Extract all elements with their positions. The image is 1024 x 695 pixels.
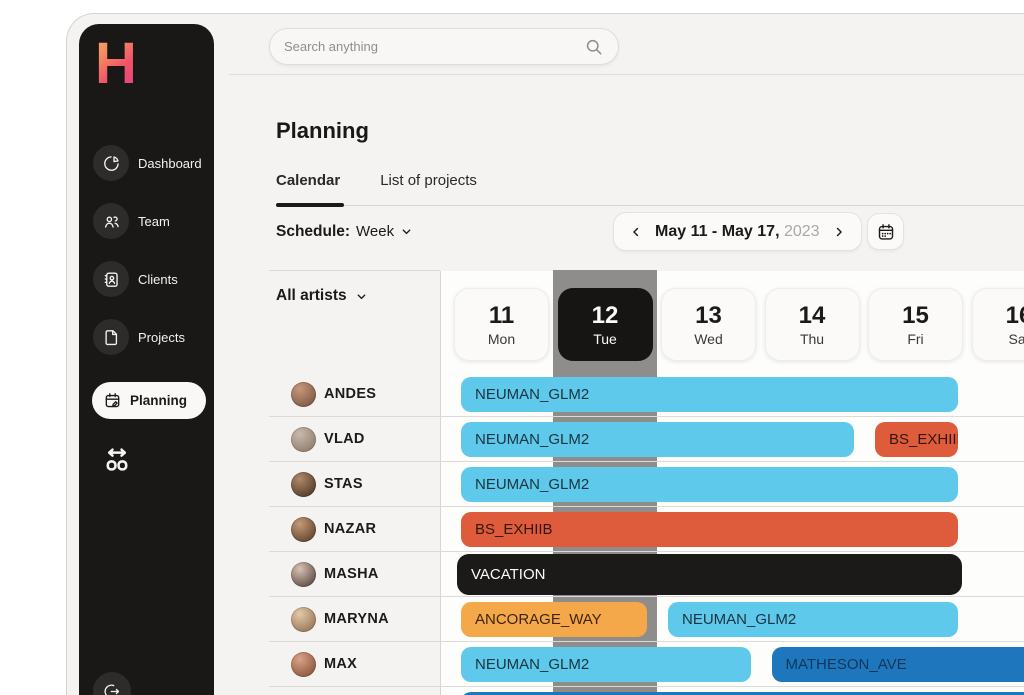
planning-calendar-icon	[103, 391, 122, 410]
day-card-thu[interactable]: 14 Thu	[764, 288, 860, 361]
search-input[interactable]	[284, 39, 584, 54]
schedule-row-vlad: VLAD NEUMAN_GLM2 BS_EXHIIB	[269, 417, 1024, 462]
day-number: 13	[695, 302, 722, 329]
day-name: Thu	[799, 331, 825, 347]
schedule-bar-bs_exhiib[interactable]: BS_EXHIIB	[461, 512, 958, 547]
day-name: Fri	[907, 331, 924, 347]
avatar	[291, 562, 316, 587]
sidebar-item-label: Team	[138, 213, 170, 229]
sidebar-item-label: Dashboard	[138, 155, 202, 171]
active-tab-underline	[276, 203, 344, 207]
avatar	[291, 607, 316, 632]
resources-link-icon[interactable]	[100, 443, 134, 482]
avatar	[291, 472, 316, 497]
sidebar-item-clients[interactable]: Clients	[93, 261, 178, 297]
schedule-bar-ancorage_way[interactable]: ANCORAGE_WAY	[461, 602, 647, 637]
tab-calendar[interactable]: Calendar	[276, 172, 341, 189]
schedule-row-max: MAX NEUMAN_GLM2 MATHESON_AVE	[269, 642, 1024, 687]
sidebar-item-planning[interactable]: Planning	[92, 382, 206, 419]
grid-header-divider	[269, 270, 440, 271]
day-card-mon[interactable]: 11 Mon	[454, 288, 549, 361]
search-bar	[269, 28, 619, 65]
day-name: Tue	[593, 331, 617, 347]
view-mode-dropdown[interactable]: Week	[356, 223, 413, 240]
day-card-tue[interactable]: 12 Tue	[557, 288, 653, 361]
sidebar-item-label: Clients	[138, 271, 178, 287]
projects-icon	[93, 319, 129, 355]
day-number: 15	[902, 302, 929, 329]
schedule-bar-vacation[interactable]: VACATION	[457, 554, 962, 595]
all-artists-label: All artists	[276, 287, 347, 304]
artist-name: VLAD	[324, 431, 365, 447]
tab-bar: Calendar List of projects	[276, 172, 477, 189]
chevron-down-icon	[355, 290, 368, 303]
schedule-row-masha: MASHA VACATION	[269, 552, 1024, 597]
avatar	[291, 652, 316, 677]
schedule-bar-matheson_ave[interactable]: MATHESON_AVE	[771, 647, 1024, 682]
logout-icon[interactable]	[93, 672, 131, 695]
date-range-text: May 11 - May 17,	[655, 222, 780, 240]
schedule-row-nazar: NAZAR BS_EXHIIB	[269, 507, 1024, 552]
day-card-fri[interactable]: 15 Fri	[868, 288, 963, 361]
day-number: 14	[798, 302, 826, 329]
schedule-row-andes: ANDES NEUMAN_GLM2	[269, 372, 1024, 417]
day-number: 16	[1005, 302, 1024, 329]
artist-name: STAS	[324, 476, 363, 492]
app-window: H Dashboard Team	[66, 13, 1024, 695]
artist-name: ANDES	[324, 386, 377, 402]
dashboard-pie-icon	[93, 145, 129, 181]
prev-week-button[interactable]	[629, 225, 643, 239]
tab-list-of-projects[interactable]: List of projects	[380, 172, 477, 189]
next-week-button[interactable]	[832, 225, 846, 239]
sidebar-item-team[interactable]: Team	[93, 203, 170, 239]
schedule-row-stas: STAS NEUMAN_GLM2	[269, 462, 1024, 507]
view-mode-value: Week	[356, 223, 395, 240]
page-title: Planning	[276, 118, 369, 143]
clients-icon	[93, 261, 129, 297]
day-name: Sat	[1008, 331, 1024, 347]
artist-name: MASHA	[324, 566, 379, 582]
sidebar-item-dashboard[interactable]: Dashboard	[93, 145, 202, 181]
schedule-label: Schedule:	[276, 223, 351, 240]
avatar	[291, 427, 316, 452]
schedule-bar-bs_exhiib[interactable]: BS_EXHIIB	[875, 422, 958, 457]
sidebar-item-label: Projects	[138, 329, 185, 345]
artist-name: NAZAR	[324, 521, 377, 537]
avatar	[291, 382, 316, 407]
day-name: Mon	[487, 331, 516, 347]
sidebar: H Dashboard Team	[79, 24, 214, 695]
search-icon[interactable]	[584, 37, 604, 57]
date-picker-button[interactable]	[867, 213, 904, 250]
brand-logo: H	[95, 31, 137, 96]
main-content: Planning Calendar List of projects Sched…	[214, 14, 1024, 695]
schedule-bar-neuman_glm2[interactable]: NEUMAN_GLM2	[668, 602, 958, 637]
schedule-bar-neuman_glm2[interactable]: NEUMAN_GLM2	[461, 422, 854, 457]
sidebar-item-projects[interactable]: Projects	[93, 319, 185, 355]
schedule-bar[interactable]	[461, 692, 1024, 695]
header-divider	[229, 74, 1024, 75]
day-card-wed[interactable]: 13 Wed	[661, 288, 756, 361]
artist-name: MAX	[324, 656, 358, 672]
date-year: 2023	[783, 222, 820, 240]
day-card-sat[interactable]: 16 Sat	[971, 288, 1024, 361]
date-range-selector: May 11 - May 17, 2023	[613, 212, 862, 251]
all-artists-dropdown[interactable]: All artists	[276, 287, 368, 305]
calendar-icon	[876, 222, 896, 242]
sidebar-item-label: Planning	[130, 393, 187, 408]
team-icon	[93, 203, 129, 239]
avatar	[291, 517, 316, 542]
chevron-down-icon	[400, 225, 413, 238]
day-number: 12	[591, 302, 619, 329]
day-number: 11	[488, 302, 515, 329]
artist-name: MARYNA	[324, 611, 389, 627]
day-name: Wed	[694, 331, 723, 347]
tabs-divider	[276, 205, 1024, 206]
schedule-bar-neuman_glm2[interactable]: NEUMAN_GLM2	[461, 467, 958, 502]
schedule-row-maryna: MARYNA ANCORAGE_WAY NEUMAN_GLM2	[269, 597, 1024, 642]
schedule-bar-neuman_glm2[interactable]: NEUMAN_GLM2	[461, 647, 751, 682]
schedule-row	[269, 687, 1024, 695]
schedule-bar-neuman_glm2[interactable]: NEUMAN_GLM2	[461, 377, 958, 412]
